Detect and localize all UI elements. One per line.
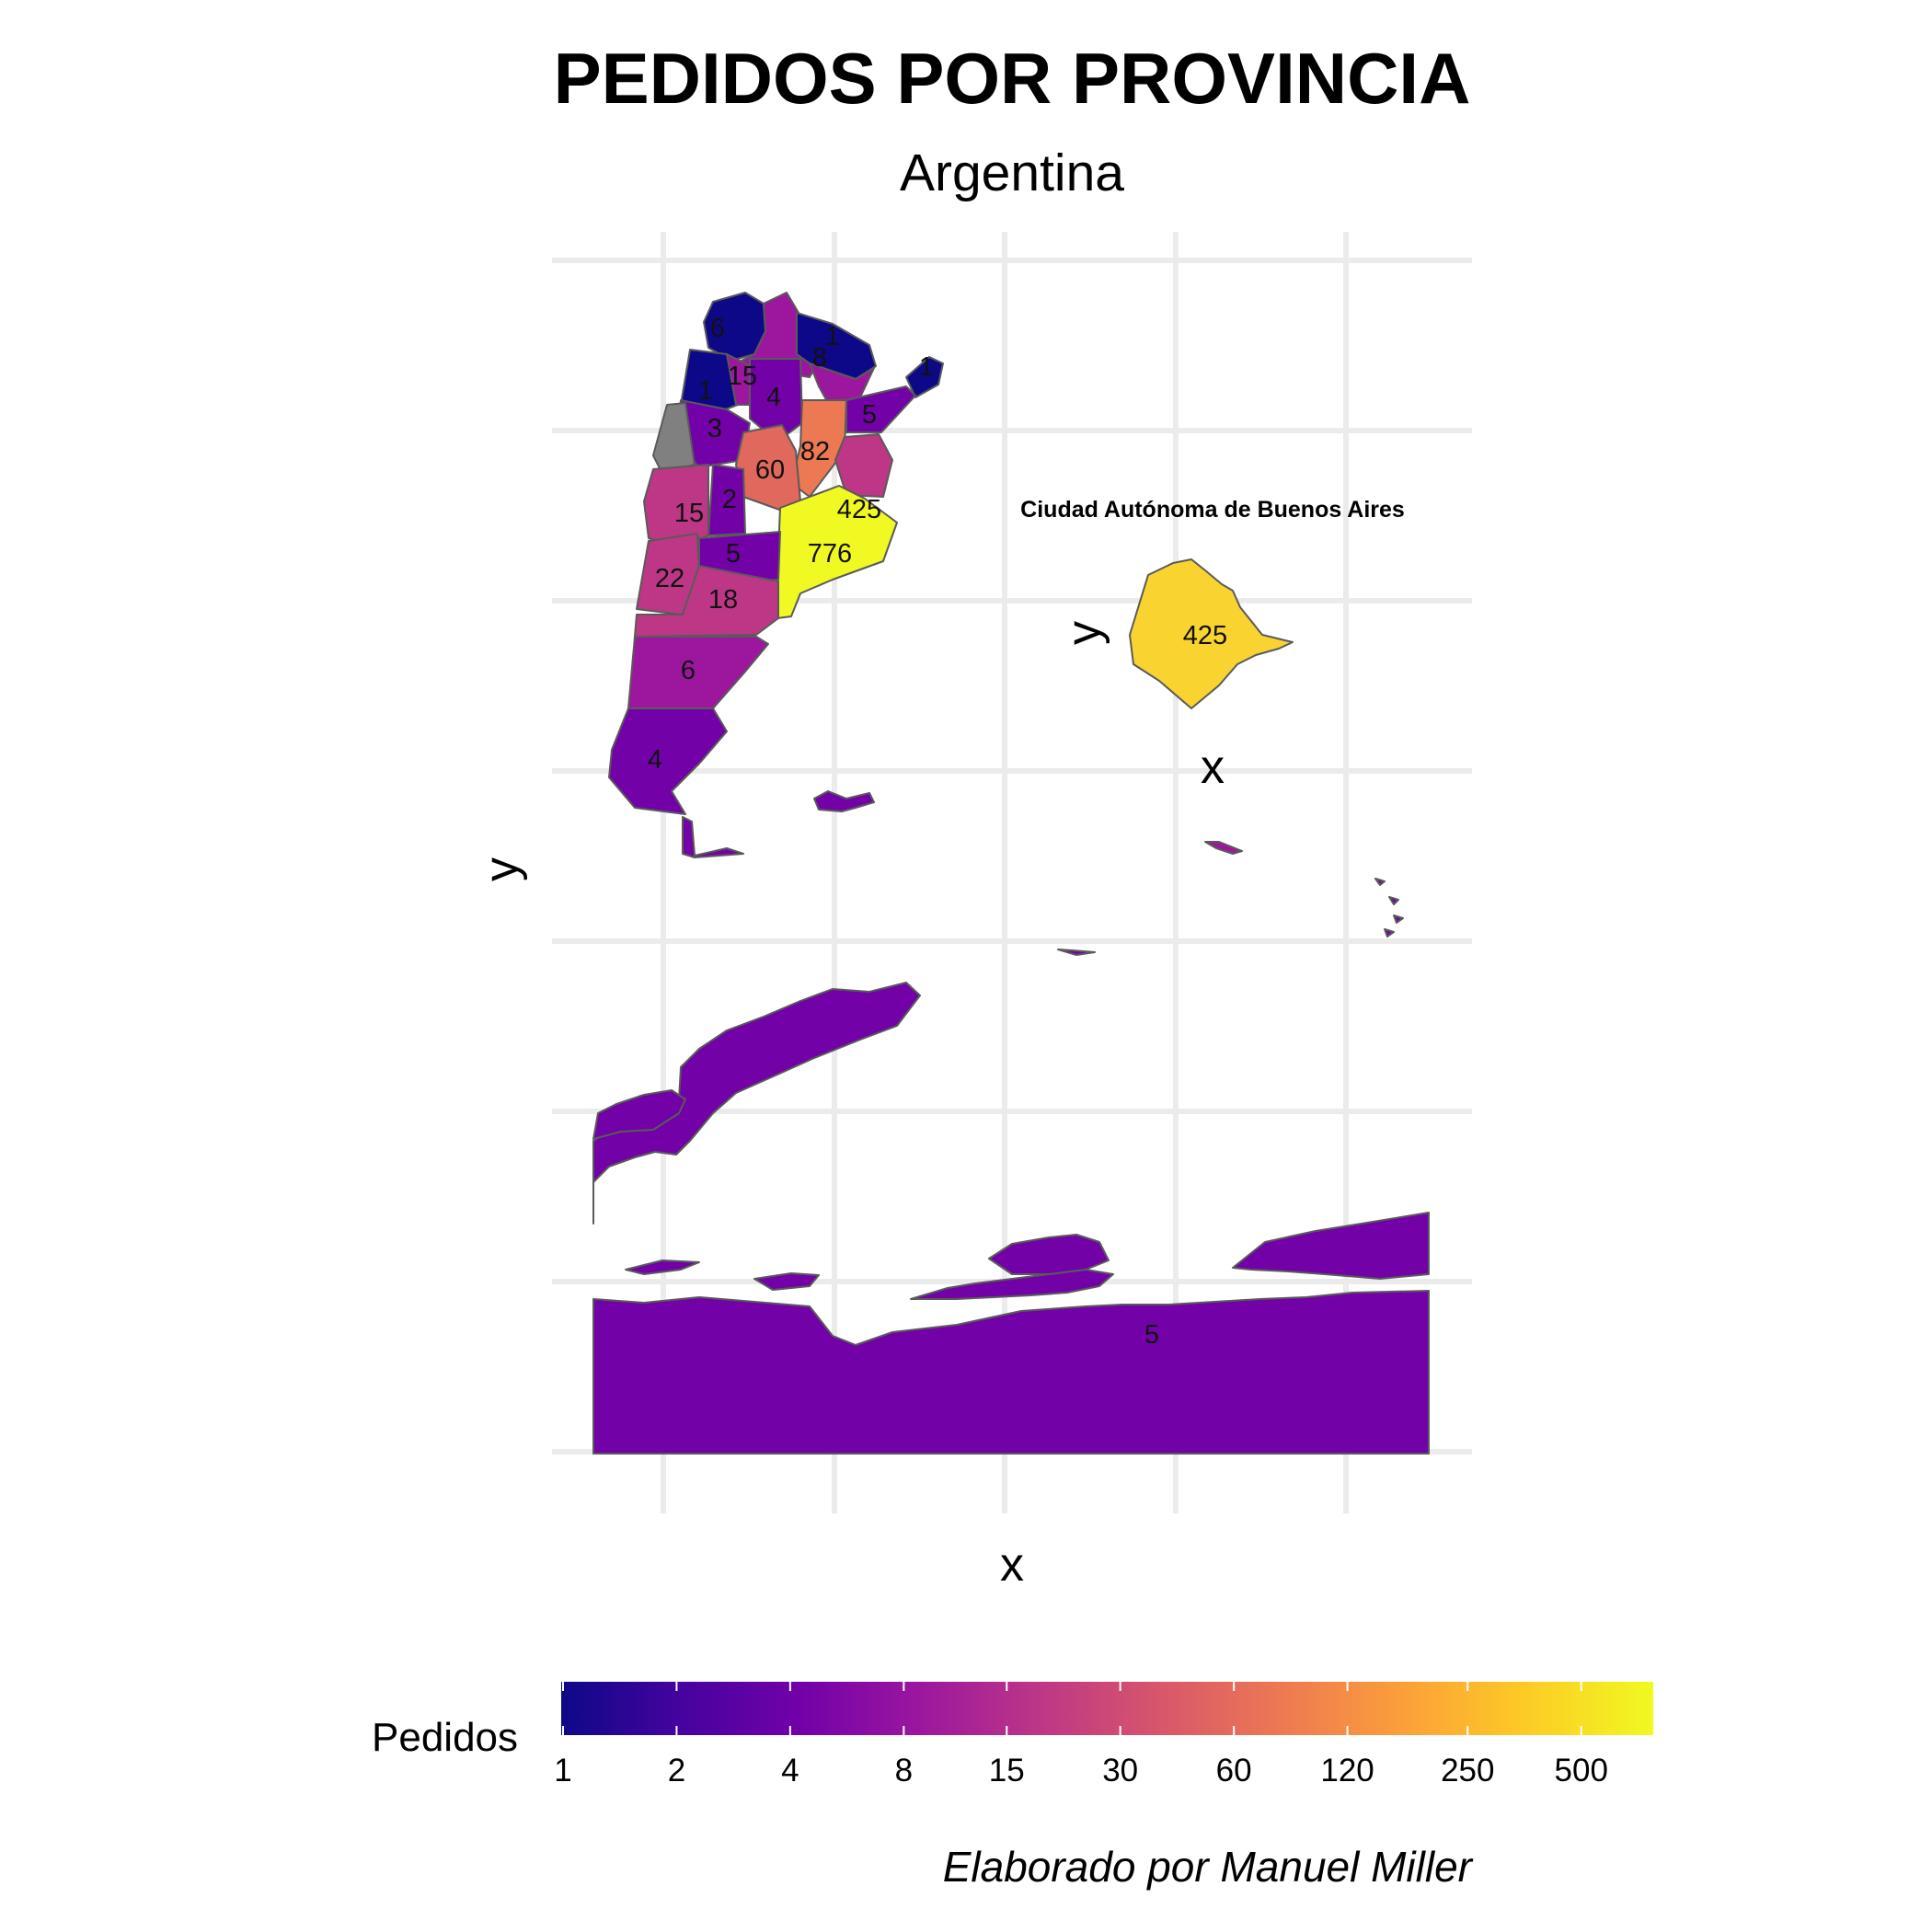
- value-label: 8: [812, 343, 827, 373]
- value-label: 22: [655, 564, 684, 593]
- legend-tick-label: 60: [1216, 1753, 1252, 1788]
- inset-title: Ciudad Autónoma de Buenos Aires: [1020, 497, 1405, 523]
- region-antartida-shelf[interactable]: [592, 1290, 1430, 1455]
- region-malvinas[interactable]: [813, 790, 875, 812]
- legend-tick-label: 500: [1555, 1753, 1608, 1788]
- value-label: 425: [837, 495, 881, 524]
- legend-ticks: 1 2 4 8 15 30 60 120 250 500: [554, 1682, 1608, 1788]
- value-label: 4: [766, 383, 781, 412]
- region-santa-cruz[interactable]: [608, 707, 728, 815]
- value-label: 4: [648, 745, 662, 775]
- value-label: 82: [800, 437, 830, 466]
- value-label: 6: [681, 656, 696, 685]
- legend-title: Pedidos: [372, 1715, 518, 1760]
- legend-tick-label: 8: [895, 1753, 913, 1788]
- inset-x-axis-label: x: [1201, 741, 1225, 794]
- region-antartida-ice-1[interactable]: [910, 1269, 1114, 1300]
- region-corrientes[interactable]: [845, 385, 916, 433]
- inset-y-axis-label: y: [1057, 621, 1110, 645]
- region-entre-rios[interactable]: [834, 433, 893, 498]
- region-san-luis[interactable]: [707, 464, 746, 536]
- value-label: 5: [1144, 1320, 1159, 1350]
- region-antartida-ice-3[interactable]: [1232, 1212, 1430, 1280]
- region-antartida-ice-5[interactable]: [625, 1259, 700, 1275]
- value-label: 1: [919, 352, 934, 382]
- value-label: 15: [674, 499, 704, 528]
- value-label: 1: [825, 322, 840, 351]
- value-label: 3: [707, 414, 722, 443]
- region-georgias[interactable]: [1204, 841, 1243, 855]
- y-axis-label: y: [475, 857, 528, 881]
- value-label: 15: [728, 362, 757, 391]
- region-sandwich-islands[interactable]: [1374, 878, 1404, 937]
- legend-tick-label: 15: [989, 1753, 1025, 1788]
- legend-tick-label: 4: [781, 1753, 799, 1788]
- legend-tick-label: 30: [1102, 1753, 1138, 1788]
- region-caba[interactable]: [1129, 558, 1294, 709]
- value-label: 2: [722, 485, 737, 514]
- region-antartida-ice-2[interactable]: [988, 1234, 1110, 1275]
- region-orcadas[interactable]: [1057, 949, 1096, 956]
- region-antartida-ice-4[interactable]: [753, 1272, 820, 1291]
- value-label: 776: [808, 539, 852, 569]
- legend-colorbar: [561, 1682, 1653, 1735]
- value-label: 18: [708, 585, 738, 615]
- value-label: 60: [755, 455, 785, 485]
- value-label: 5: [726, 539, 741, 569]
- x-axis-label: x: [1000, 1538, 1024, 1592]
- legend-tick-label: 2: [668, 1753, 685, 1788]
- legend-tick-label: 250: [1441, 1753, 1494, 1788]
- value-label: 1: [698, 376, 713, 406]
- value-label: 6: [710, 314, 725, 343]
- argentina-map: [592, 292, 1430, 1455]
- legend: Pedidos 1 2 4 8 15 30 60 120 250 500: [372, 1682, 1653, 1788]
- region-santiago[interactable]: [749, 358, 803, 443]
- inset-value-label: 425: [1183, 621, 1227, 650]
- inset-caba: Ciudad Autónoma de Buenos Aires 425 x y: [1020, 497, 1405, 794]
- chart-subtitle: Argentina: [900, 144, 1124, 202]
- region-tierra-del-fuego[interactable]: [682, 816, 744, 858]
- legend-tick-label: 120: [1320, 1753, 1374, 1788]
- region-antartida-island[interactable]: [592, 1089, 686, 1140]
- region-labels: 6 1 8 1 1 15 4 5 3 82 60 2 425 15 5 776 …: [648, 314, 1159, 1350]
- value-label: 5: [862, 400, 877, 430]
- legend-tick-label: 1: [554, 1753, 571, 1788]
- region-chubut[interactable]: [627, 636, 769, 709]
- chart-title: PEDIDOS POR PROVINCIA: [554, 38, 1471, 119]
- caption: Elaborado por Manuel Miller: [943, 1843, 1474, 1891]
